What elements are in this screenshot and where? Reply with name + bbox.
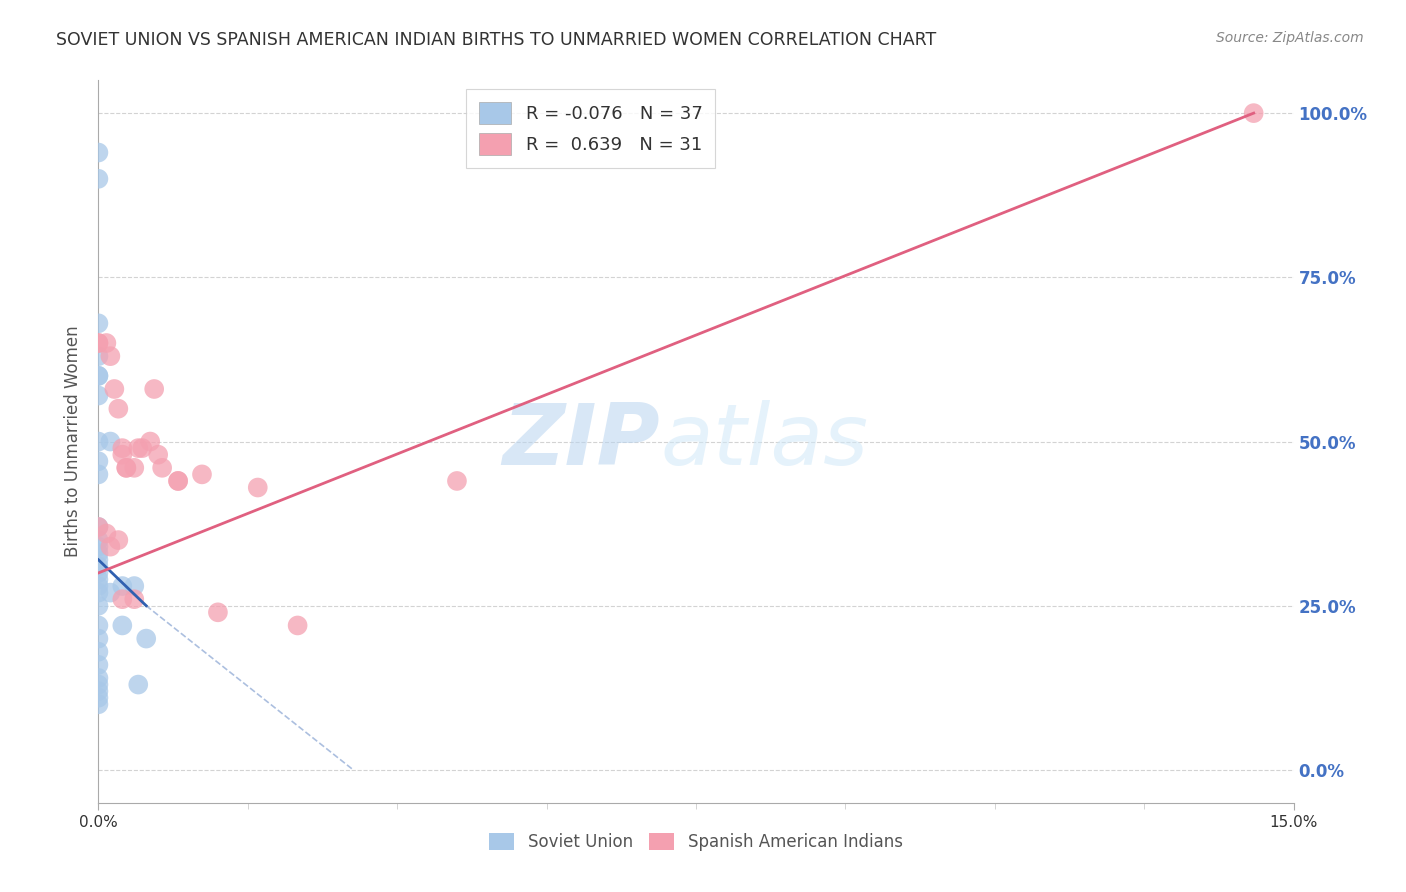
Legend: Soviet Union, Spanish American Indians: Soviet Union, Spanish American Indians [481, 825, 911, 860]
Point [115, 460, 138, 475]
Point [87, 546, 110, 560]
Point [127, 677, 149, 691]
Point [87, 520, 110, 534]
Point [87, 336, 110, 351]
Point [148, 448, 170, 462]
Point [87, 553, 110, 567]
Point [111, 579, 134, 593]
Point [87, 671, 110, 685]
Point [87, 316, 110, 330]
Point [87, 368, 110, 383]
Point [111, 592, 134, 607]
Point [87, 559, 110, 574]
Point [98, 540, 122, 554]
Point [98, 434, 122, 449]
Point [191, 467, 214, 482]
Point [135, 632, 157, 646]
Point [103, 382, 125, 396]
Point [1243, 106, 1265, 120]
Text: SOVIET UNION VS SPANISH AMERICAN INDIAN BIRTHS TO UNMARRIED WOMEN CORRELATION CH: SOVIET UNION VS SPANISH AMERICAN INDIAN … [56, 31, 936, 49]
Point [167, 474, 190, 488]
Point [131, 441, 153, 455]
Point [87, 171, 110, 186]
Point [87, 368, 110, 383]
Point [96, 336, 118, 351]
Point [98, 349, 122, 363]
Point [87, 698, 110, 712]
Point [124, 579, 146, 593]
Point [446, 474, 468, 488]
Point [87, 599, 110, 613]
Point [115, 460, 138, 475]
Point [98, 585, 122, 599]
Point [287, 618, 309, 632]
Point [87, 573, 110, 587]
Text: Source: ZipAtlas.com: Source: ZipAtlas.com [1216, 31, 1364, 45]
Text: ZIP: ZIP [502, 400, 661, 483]
Point [87, 145, 110, 160]
Point [87, 540, 110, 554]
Point [87, 434, 110, 449]
Point [143, 382, 166, 396]
Text: atlas: atlas [661, 400, 868, 483]
Point [127, 441, 149, 455]
Point [87, 684, 110, 698]
Point [150, 460, 173, 475]
Point [87, 467, 110, 482]
Point [207, 605, 229, 619]
Point [246, 481, 269, 495]
Point [124, 592, 146, 607]
Point [87, 632, 110, 646]
Point [87, 579, 110, 593]
Point [87, 520, 110, 534]
Point [87, 657, 110, 672]
Point [111, 441, 134, 455]
Point [87, 454, 110, 468]
Point [87, 388, 110, 402]
Point [87, 618, 110, 632]
Point [139, 434, 162, 449]
Point [87, 349, 110, 363]
Point [87, 645, 110, 659]
Point [111, 618, 134, 632]
Point [87, 585, 110, 599]
Point [87, 566, 110, 580]
Point [124, 460, 146, 475]
Point [111, 448, 134, 462]
Point [87, 690, 110, 705]
Point [87, 677, 110, 691]
Y-axis label: Births to Unmarried Women: Births to Unmarried Women [65, 326, 83, 558]
Point [87, 533, 110, 547]
Point [167, 474, 190, 488]
Point [107, 533, 129, 547]
Point [87, 336, 110, 351]
Point [96, 526, 118, 541]
Point [107, 401, 129, 416]
